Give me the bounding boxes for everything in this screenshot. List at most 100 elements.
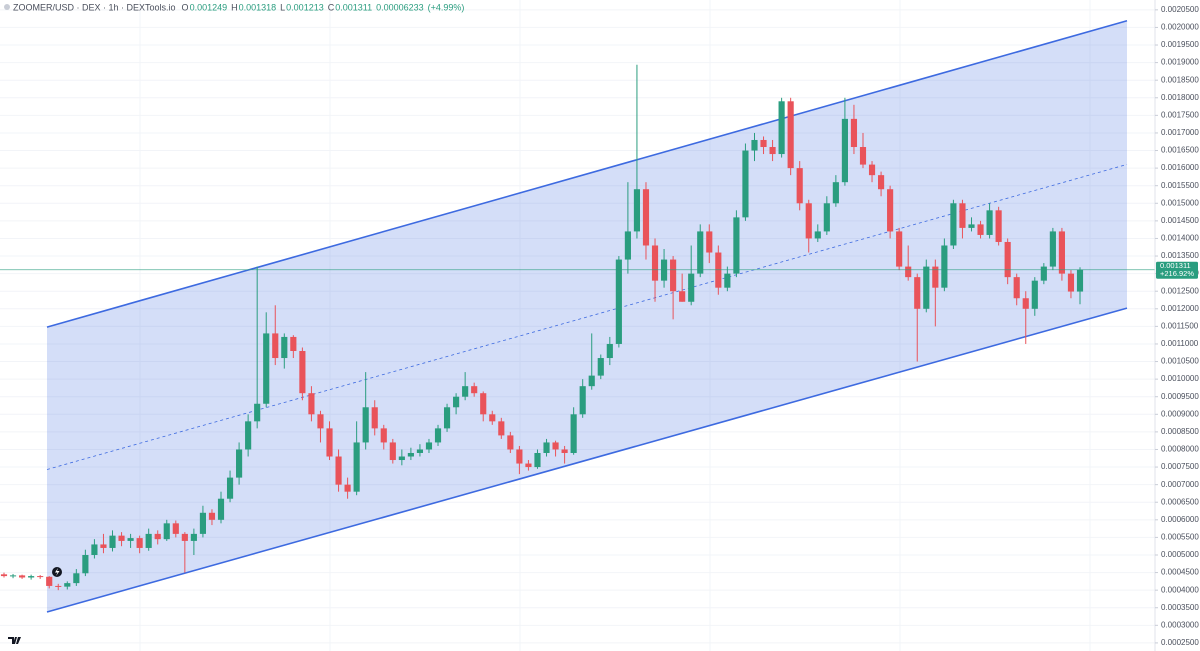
y-tick-label: 0.0010500 [1161, 357, 1199, 366]
candle-body [181, 533, 188, 541]
candle-body [697, 231, 704, 274]
ohlc-letter: H [231, 2, 238, 12]
candle-body [525, 463, 532, 468]
price-tag-value: 0.001311 [1160, 261, 1191, 270]
candle-body [832, 182, 839, 204]
candle-body [190, 533, 197, 541]
candle-body [407, 452, 414, 457]
candle-body [425, 442, 433, 450]
candle-body [208, 512, 216, 520]
y-tick-label: 0.0008500 [1161, 427, 1199, 436]
candle-body [905, 266, 912, 278]
candle-body [733, 217, 740, 274]
channel-mid [46, 164, 1128, 470]
ohlc-letter: C [328, 2, 335, 12]
candle-body [118, 535, 125, 541]
candle-body [977, 224, 984, 235]
candle-body [344, 484, 351, 492]
candle-body [787, 101, 794, 169]
candle-body [715, 252, 722, 288]
candle-body [950, 203, 957, 246]
y-tick-label: 0.0019500 [1161, 40, 1199, 49]
candle-body [1076, 269, 1084, 292]
candle-body [9, 575, 17, 577]
ohlc-value: 0.001249 [190, 2, 228, 12]
candle-body [272, 333, 279, 359]
candle-body [82, 554, 89, 574]
candle-body [941, 245, 948, 288]
y-tick-label: 0.0010000 [1161, 374, 1199, 383]
candle-body [453, 396, 460, 408]
candle-body [561, 449, 568, 453]
candle-body [73, 573, 80, 584]
candle-body [778, 101, 785, 155]
chart-title: ZOOMER/USD · DEX · 1h · DEXTools.io [13, 2, 176, 12]
candle-body [55, 585, 62, 587]
candle-body [371, 407, 378, 429]
y-tick-label: 0.0016500 [1161, 146, 1199, 155]
candle-body [932, 266, 939, 288]
candle-body [760, 139, 767, 148]
candle-body [226, 477, 234, 499]
price-tag [1156, 261, 1198, 279]
candle-body [679, 291, 686, 302]
y-tick-label: 0.0003500 [1161, 603, 1199, 612]
candle-body [100, 544, 107, 548]
candle-body [633, 189, 641, 232]
candle-body [462, 386, 469, 397]
change-pct: (+4.99%) [428, 2, 465, 12]
y-tick-label: 0.0005500 [1161, 533, 1199, 542]
candle-body [742, 150, 749, 218]
candle-body [995, 210, 1002, 242]
candle-body [416, 449, 424, 453]
candle-body [724, 273, 731, 288]
candle-body [19, 575, 26, 578]
y-tick-label: 0.0020000 [1161, 23, 1199, 32]
candle-body [1022, 298, 1029, 309]
y-tick-label: 0.0019000 [1161, 58, 1199, 67]
candle-body [597, 358, 604, 376]
candle-body [552, 442, 559, 450]
y-tick-label: 0.0018500 [1161, 75, 1199, 84]
candle-body [823, 203, 830, 232]
candle-body [290, 336, 297, 351]
ohlc-value: 0.001213 [286, 2, 324, 12]
candle-body [868, 164, 876, 176]
y-tick-label: 0.0004500 [1161, 568, 1199, 577]
candle-body [841, 118, 848, 183]
candle-body [1058, 231, 1065, 274]
y-tick-label: 0.0016000 [1161, 163, 1199, 172]
candle-body [154, 533, 161, 540]
y-tick-label: 0.0011500 [1161, 321, 1199, 330]
candle-body [516, 449, 523, 464]
candle-body [805, 203, 812, 239]
y-tick-label: 0.0004000 [1161, 585, 1199, 594]
candle-body [145, 533, 152, 548]
candle-body [850, 118, 858, 148]
candle-body [434, 428, 442, 443]
candle-body [688, 273, 695, 302]
candle-body [281, 336, 288, 359]
y-tick-label: 0.0014500 [1161, 216, 1199, 225]
y-tick-label: 0.0020500 [1161, 5, 1199, 14]
candle-body [308, 393, 315, 415]
y-tick-label: 0.0006000 [1161, 515, 1199, 524]
candle-body [923, 266, 930, 309]
grid [0, 0, 1155, 651]
y-axis: 0.0002500 0.0003000 0.0003500 0.0004000 0.00… [1155, 5, 1199, 647]
candle-body [109, 535, 116, 548]
candle-body [606, 343, 613, 359]
candle-body [896, 231, 903, 267]
ohlc-value: 0.001318 [239, 2, 277, 12]
candle-body [534, 452, 541, 468]
y-tick-label: 0.0017000 [1161, 128, 1199, 137]
candle-body [480, 393, 487, 415]
candle-body [353, 442, 360, 492]
candle-body [217, 498, 225, 520]
price-tag-change: +216.92% [1160, 269, 1194, 278]
candle-body [624, 231, 631, 260]
candle-body [859, 147, 867, 165]
header: ZOOMER/USD · DEX · 1h · DEXTools.io O 0.0… [4, 2, 464, 12]
